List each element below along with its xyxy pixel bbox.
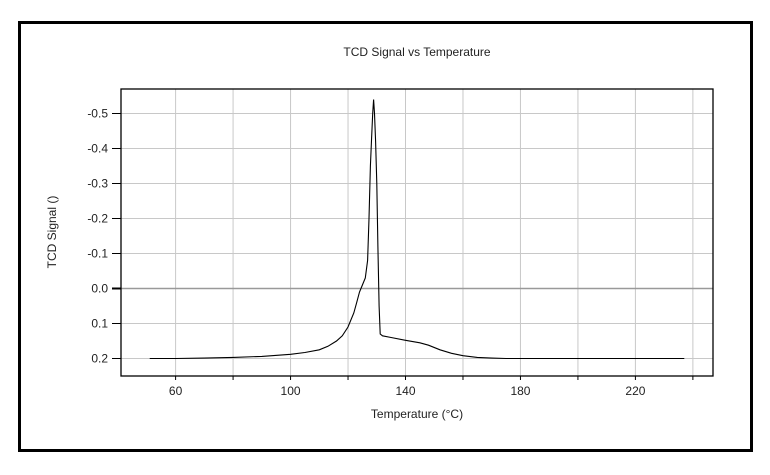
y-tick-label: -0.5 <box>87 107 108 121</box>
y-tick-label: -0.4 <box>87 142 108 156</box>
chart-title: TCD Signal vs Temperature <box>343 45 490 59</box>
y-axis-label: TCD Signal () <box>45 196 59 269</box>
x-tick-label: 220 <box>625 384 645 398</box>
y-tick-label: -0.1 <box>87 247 108 261</box>
series-line-tcd-signal <box>149 99 685 360</box>
y-tick-label: 0.1 <box>91 317 108 331</box>
y-tick-label: -0.2 <box>87 212 108 226</box>
x-tick-label: 140 <box>395 384 415 398</box>
x-axis-label: Temperature (°C) <box>371 407 463 421</box>
grid <box>121 89 713 376</box>
x-axis: 60 100 140 180 220 <box>169 376 694 398</box>
plot-frame <box>120 88 714 377</box>
y-tick-label: 0.0 <box>91 282 108 296</box>
x-tick-label: 180 <box>510 384 530 398</box>
x-tick-label: 60 <box>169 384 183 398</box>
y-tick-label: -0.3 <box>87 177 108 191</box>
y-axis: -0.5 -0.4 -0.3 -0.2 -0.1 0.0 0.1 0.2 <box>87 107 121 366</box>
y-tick-label: 0.2 <box>91 352 108 366</box>
outer-frame <box>18 21 753 452</box>
x-tick-label: 100 <box>281 384 301 398</box>
